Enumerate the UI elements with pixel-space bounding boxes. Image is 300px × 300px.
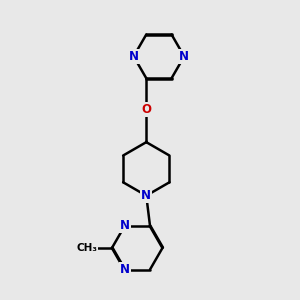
Text: O: O bbox=[141, 103, 151, 116]
Text: N: N bbox=[129, 50, 139, 63]
Text: N: N bbox=[120, 219, 130, 232]
Text: CH₃: CH₃ bbox=[76, 243, 97, 253]
Text: N: N bbox=[141, 189, 151, 202]
Text: N: N bbox=[120, 263, 130, 276]
Text: N: N bbox=[179, 50, 189, 63]
